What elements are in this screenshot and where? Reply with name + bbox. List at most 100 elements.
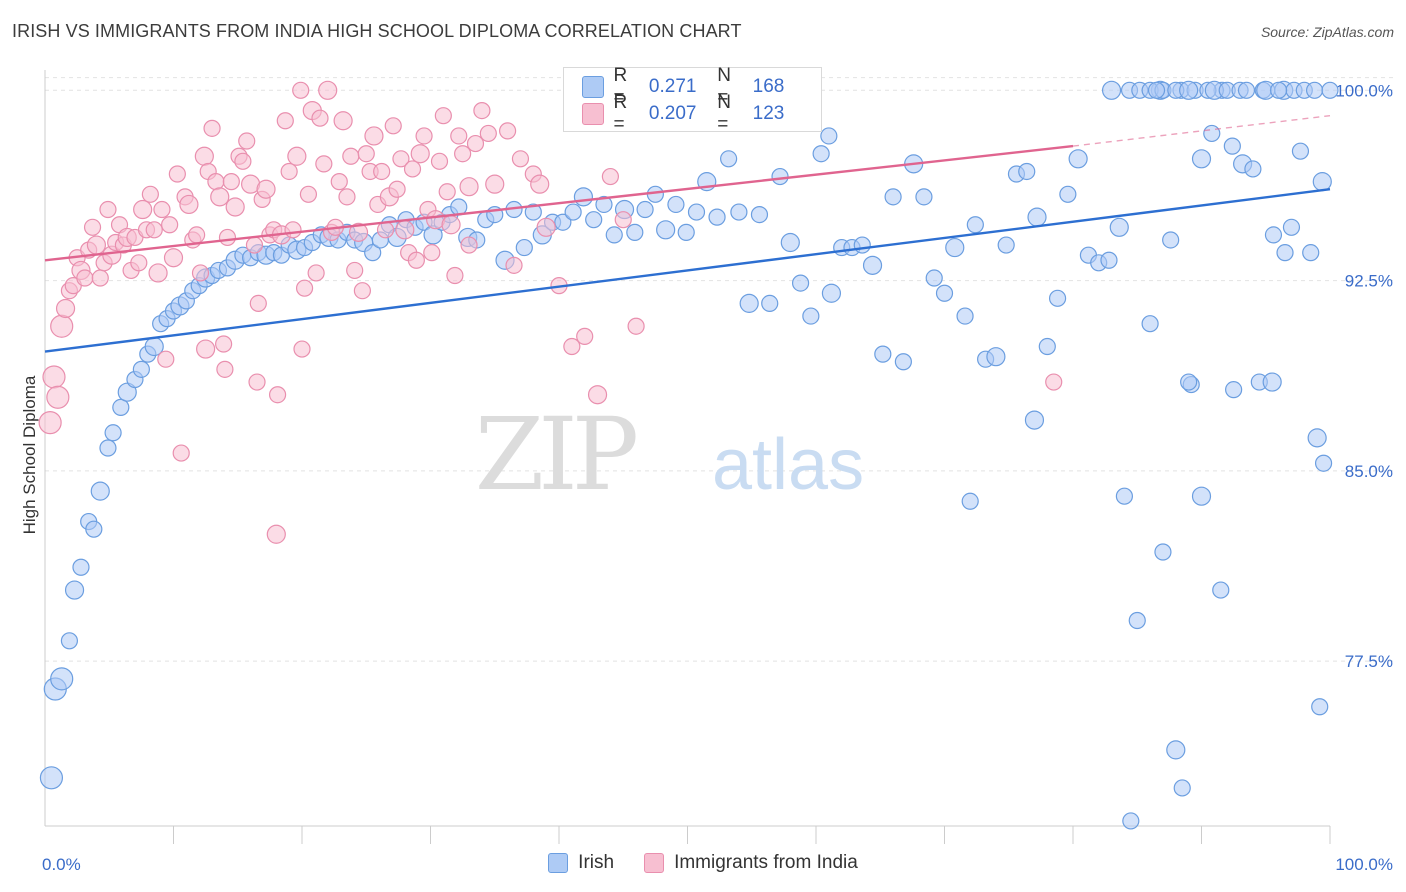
india-point <box>601 167 620 186</box>
india-point <box>346 261 364 280</box>
irish-point <box>554 213 572 231</box>
india-point <box>191 264 210 282</box>
irish-point <box>791 274 810 292</box>
y-tick-label: 77.5% <box>1345 652 1393 671</box>
axes: 77.5% 85.0% 92.5% 100.0% 0.0% 100.0% <box>42 70 1393 874</box>
irish-point <box>1321 81 1339 99</box>
india-legend-swatch <box>644 853 665 873</box>
irish-point <box>1314 454 1333 472</box>
india-point <box>210 187 230 207</box>
india-point <box>172 444 190 462</box>
irish-point <box>1305 81 1324 99</box>
india-point <box>311 109 329 127</box>
india-point <box>415 127 433 145</box>
irish-point <box>997 236 1015 254</box>
irish-legend-swatch <box>548 853 569 873</box>
india-point <box>299 185 318 203</box>
india-point <box>194 146 214 166</box>
irish-point <box>739 293 759 313</box>
india-point <box>234 152 252 170</box>
india-point <box>459 177 479 197</box>
irish-point <box>99 439 117 457</box>
irish-point <box>1173 779 1191 797</box>
india-point <box>280 162 298 181</box>
india-point <box>207 173 225 191</box>
irish-point <box>1166 740 1186 760</box>
irish-point <box>687 203 706 221</box>
india-point <box>499 122 517 140</box>
irish-point <box>771 167 789 186</box>
irish-point <box>1101 80 1122 100</box>
irish-point <box>595 195 613 214</box>
irish-point <box>1269 81 1288 99</box>
irish-point <box>1147 81 1166 99</box>
irish-point <box>1154 543 1172 561</box>
irish-trend-line <box>44 188 1331 353</box>
irish-point <box>104 424 122 442</box>
irish-point <box>656 220 676 240</box>
irish-point <box>1244 160 1262 178</box>
irish-point <box>812 145 830 163</box>
irish-point <box>884 188 902 206</box>
india-point <box>245 236 264 254</box>
legend-item-irish[interactable]: Irish <box>548 852 614 874</box>
india-point <box>403 160 422 178</box>
irish-point <box>605 226 623 244</box>
irish-point <box>1191 149 1212 169</box>
india-point <box>76 269 94 287</box>
irish-point <box>1024 410 1045 430</box>
irish-n-label: N = <box>717 65 731 108</box>
india-point <box>342 147 360 165</box>
india-point <box>256 179 276 199</box>
irish-point <box>945 237 965 258</box>
irish-point <box>1262 372 1282 392</box>
irish-point <box>820 127 838 145</box>
india-point <box>479 124 497 143</box>
irish-point <box>1059 185 1077 203</box>
irish-point <box>90 481 110 501</box>
irish-point <box>1100 251 1118 269</box>
india-point <box>55 298 76 319</box>
irish-point <box>112 398 130 417</box>
irish-point <box>1291 142 1310 160</box>
irish-point <box>677 223 695 241</box>
india-point <box>168 165 186 183</box>
irish-point <box>1179 80 1199 100</box>
india-point <box>407 251 425 269</box>
india-point <box>215 335 233 353</box>
india-point <box>161 216 179 234</box>
india-point <box>153 200 171 219</box>
india-point <box>505 256 523 274</box>
irish-point <box>1122 812 1140 830</box>
irish-point <box>1128 611 1146 630</box>
irish-point <box>1191 486 1212 506</box>
irish-point <box>364 244 382 262</box>
irish-point <box>925 269 943 287</box>
watermark-atlas: atlas <box>712 425 864 505</box>
irish-n-value: 168 <box>752 76 785 97</box>
india-point <box>148 263 168 283</box>
irish-point <box>1307 428 1327 448</box>
irish-point <box>862 255 883 275</box>
india-point <box>225 197 245 217</box>
india-point <box>293 340 311 358</box>
india-point <box>315 155 333 173</box>
india-point <box>287 146 307 166</box>
irish-point <box>986 347 1006 367</box>
irish-point <box>1312 172 1332 192</box>
irish-point <box>667 195 685 214</box>
irish-point <box>961 492 979 510</box>
irish-point <box>1302 244 1320 262</box>
legend-row-irish: R = 0.271 N = 168 <box>582 65 821 108</box>
irish-point <box>1282 218 1301 236</box>
india-point <box>446 266 464 285</box>
legend-item-india[interactable]: Immigrants from India <box>644 852 858 874</box>
watermark-zip: ZIP <box>475 396 636 513</box>
india-swatch <box>582 103 604 125</box>
india-point <box>388 180 406 198</box>
series-legend: Irish Immigrants from India <box>0 852 1406 874</box>
irish-point <box>573 187 594 207</box>
india-point <box>384 117 402 135</box>
irish-point <box>1180 373 1198 391</box>
india-point <box>348 222 369 242</box>
